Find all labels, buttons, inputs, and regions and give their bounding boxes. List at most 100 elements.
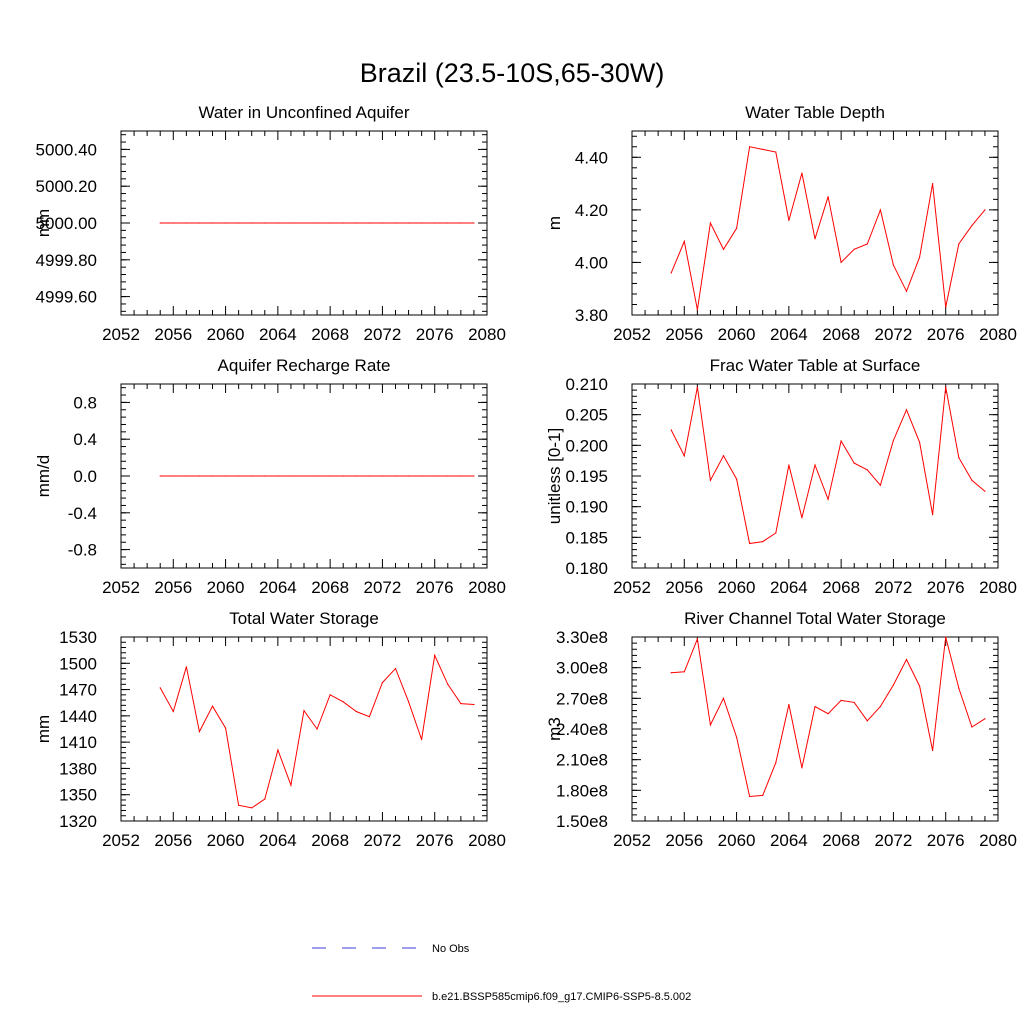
data-point bbox=[159, 475, 161, 477]
x-tick-label: 2068 bbox=[822, 578, 860, 597]
data-point bbox=[473, 703, 475, 706]
data-point bbox=[722, 248, 725, 250]
y-tick-label: 1530 bbox=[59, 628, 97, 647]
data-point bbox=[918, 685, 921, 687]
y-tick-label: 2.40e8 bbox=[556, 720, 608, 739]
x-tick-label: 2060 bbox=[718, 831, 756, 850]
data-point bbox=[355, 222, 357, 224]
data-point bbox=[762, 148, 764, 150]
x-tick-label: 2052 bbox=[613, 325, 651, 344]
data-point bbox=[735, 478, 738, 480]
data-point bbox=[421, 738, 423, 741]
data-point bbox=[775, 151, 777, 153]
legend: No Obs b.e21.BSSP585cmip6.f09_g17.CMIP6-… bbox=[312, 943, 691, 1003]
data-point bbox=[211, 475, 214, 477]
data-point bbox=[277, 749, 279, 751]
x-tick-label: 2080 bbox=[979, 578, 1017, 597]
data-point bbox=[905, 290, 908, 292]
panel: River Channel Total Water Storage m3 2052 2… bbox=[545, 609, 1017, 850]
data-point bbox=[892, 264, 895, 266]
data-point bbox=[172, 475, 174, 477]
y-axis-label: m bbox=[545, 216, 564, 230]
x-tick-label: 2060 bbox=[718, 578, 756, 597]
plot-frame bbox=[631, 130, 999, 316]
panel-title: Water Table Depth bbox=[745, 103, 885, 122]
data-point bbox=[198, 731, 201, 733]
data-point bbox=[342, 222, 344, 224]
data-point bbox=[840, 699, 842, 701]
data-point bbox=[211, 222, 214, 224]
y-tick-label: 4.00 bbox=[575, 253, 608, 272]
data-point bbox=[290, 222, 292, 224]
y-tick-label: 0.205 bbox=[565, 406, 608, 425]
y-tick-label: 3.30e8 bbox=[556, 628, 608, 647]
data-point bbox=[394, 222, 397, 224]
data-point bbox=[801, 767, 803, 769]
data-point bbox=[853, 248, 855, 250]
x-tick-label: 2056 bbox=[154, 831, 192, 850]
y-tick-label: 4999.80 bbox=[36, 251, 97, 270]
legend-no-obs-label: No Obs bbox=[432, 943, 470, 955]
data-point bbox=[683, 671, 685, 673]
data-point bbox=[670, 272, 672, 274]
x-tick-label: 2056 bbox=[154, 578, 192, 597]
panels-group: Water in Unconfined Aquifer mm 2052 2056 206… bbox=[34, 103, 1017, 850]
data-point bbox=[722, 455, 725, 457]
data-point bbox=[918, 441, 921, 443]
x-tick-label: 2064 bbox=[770, 578, 808, 597]
data-point bbox=[670, 429, 672, 431]
data-point bbox=[879, 484, 881, 486]
y-axis-label: mm bbox=[34, 209, 53, 237]
data-point bbox=[211, 705, 214, 707]
data-point bbox=[945, 636, 947, 638]
x-tick-label: 2068 bbox=[311, 325, 349, 344]
data-point bbox=[407, 222, 410, 224]
y-tick-label: 4.20 bbox=[575, 201, 608, 220]
x-tick-label: 2068 bbox=[311, 578, 349, 597]
data-point bbox=[749, 146, 751, 148]
data-point bbox=[984, 209, 986, 211]
y-tick-label: 4999.60 bbox=[36, 288, 97, 307]
data-point bbox=[224, 727, 227, 729]
data-point bbox=[185, 666, 187, 668]
x-tick-label: 2060 bbox=[718, 325, 756, 344]
data-point bbox=[394, 667, 397, 670]
data-point bbox=[251, 475, 253, 477]
data-point bbox=[159, 687, 161, 689]
x-tick-label: 2052 bbox=[613, 831, 651, 850]
data-point bbox=[945, 306, 947, 308]
data-point bbox=[264, 798, 266, 800]
data-point bbox=[801, 172, 803, 174]
data-point bbox=[277, 222, 279, 224]
x-tick-label: 2076 bbox=[416, 578, 454, 597]
panel: Total Water Storage mm 2052 2056 2060 2064 206… bbox=[34, 609, 506, 850]
data-point bbox=[473, 475, 475, 477]
data-point bbox=[381, 681, 384, 684]
y-tick-label: 1.80e8 bbox=[556, 781, 608, 800]
y-tick-label: 3.00e8 bbox=[556, 659, 608, 678]
data-point bbox=[355, 710, 357, 713]
data-point bbox=[238, 475, 240, 477]
data-point bbox=[722, 697, 725, 699]
data-point bbox=[827, 196, 829, 198]
data-point bbox=[185, 475, 187, 477]
data-point bbox=[251, 807, 253, 809]
data-point bbox=[224, 475, 227, 477]
data-point bbox=[827, 713, 829, 715]
y-tick-label: 0.8 bbox=[73, 393, 97, 412]
y-tick-label: -0.8 bbox=[68, 541, 97, 560]
y-tick-label: 3.80 bbox=[575, 306, 608, 325]
data-point bbox=[971, 479, 973, 481]
x-tick-label: 2080 bbox=[468, 831, 506, 850]
data-point bbox=[840, 440, 842, 442]
data-point bbox=[447, 475, 449, 477]
data-point bbox=[814, 464, 816, 466]
data-point bbox=[238, 804, 240, 806]
data-point bbox=[447, 683, 449, 685]
data-point bbox=[355, 475, 357, 477]
data-point bbox=[905, 658, 908, 661]
data-point bbox=[303, 222, 305, 224]
y-tick-label: -0.4 bbox=[68, 504, 97, 523]
data-point bbox=[224, 222, 227, 224]
data-point bbox=[329, 222, 331, 224]
